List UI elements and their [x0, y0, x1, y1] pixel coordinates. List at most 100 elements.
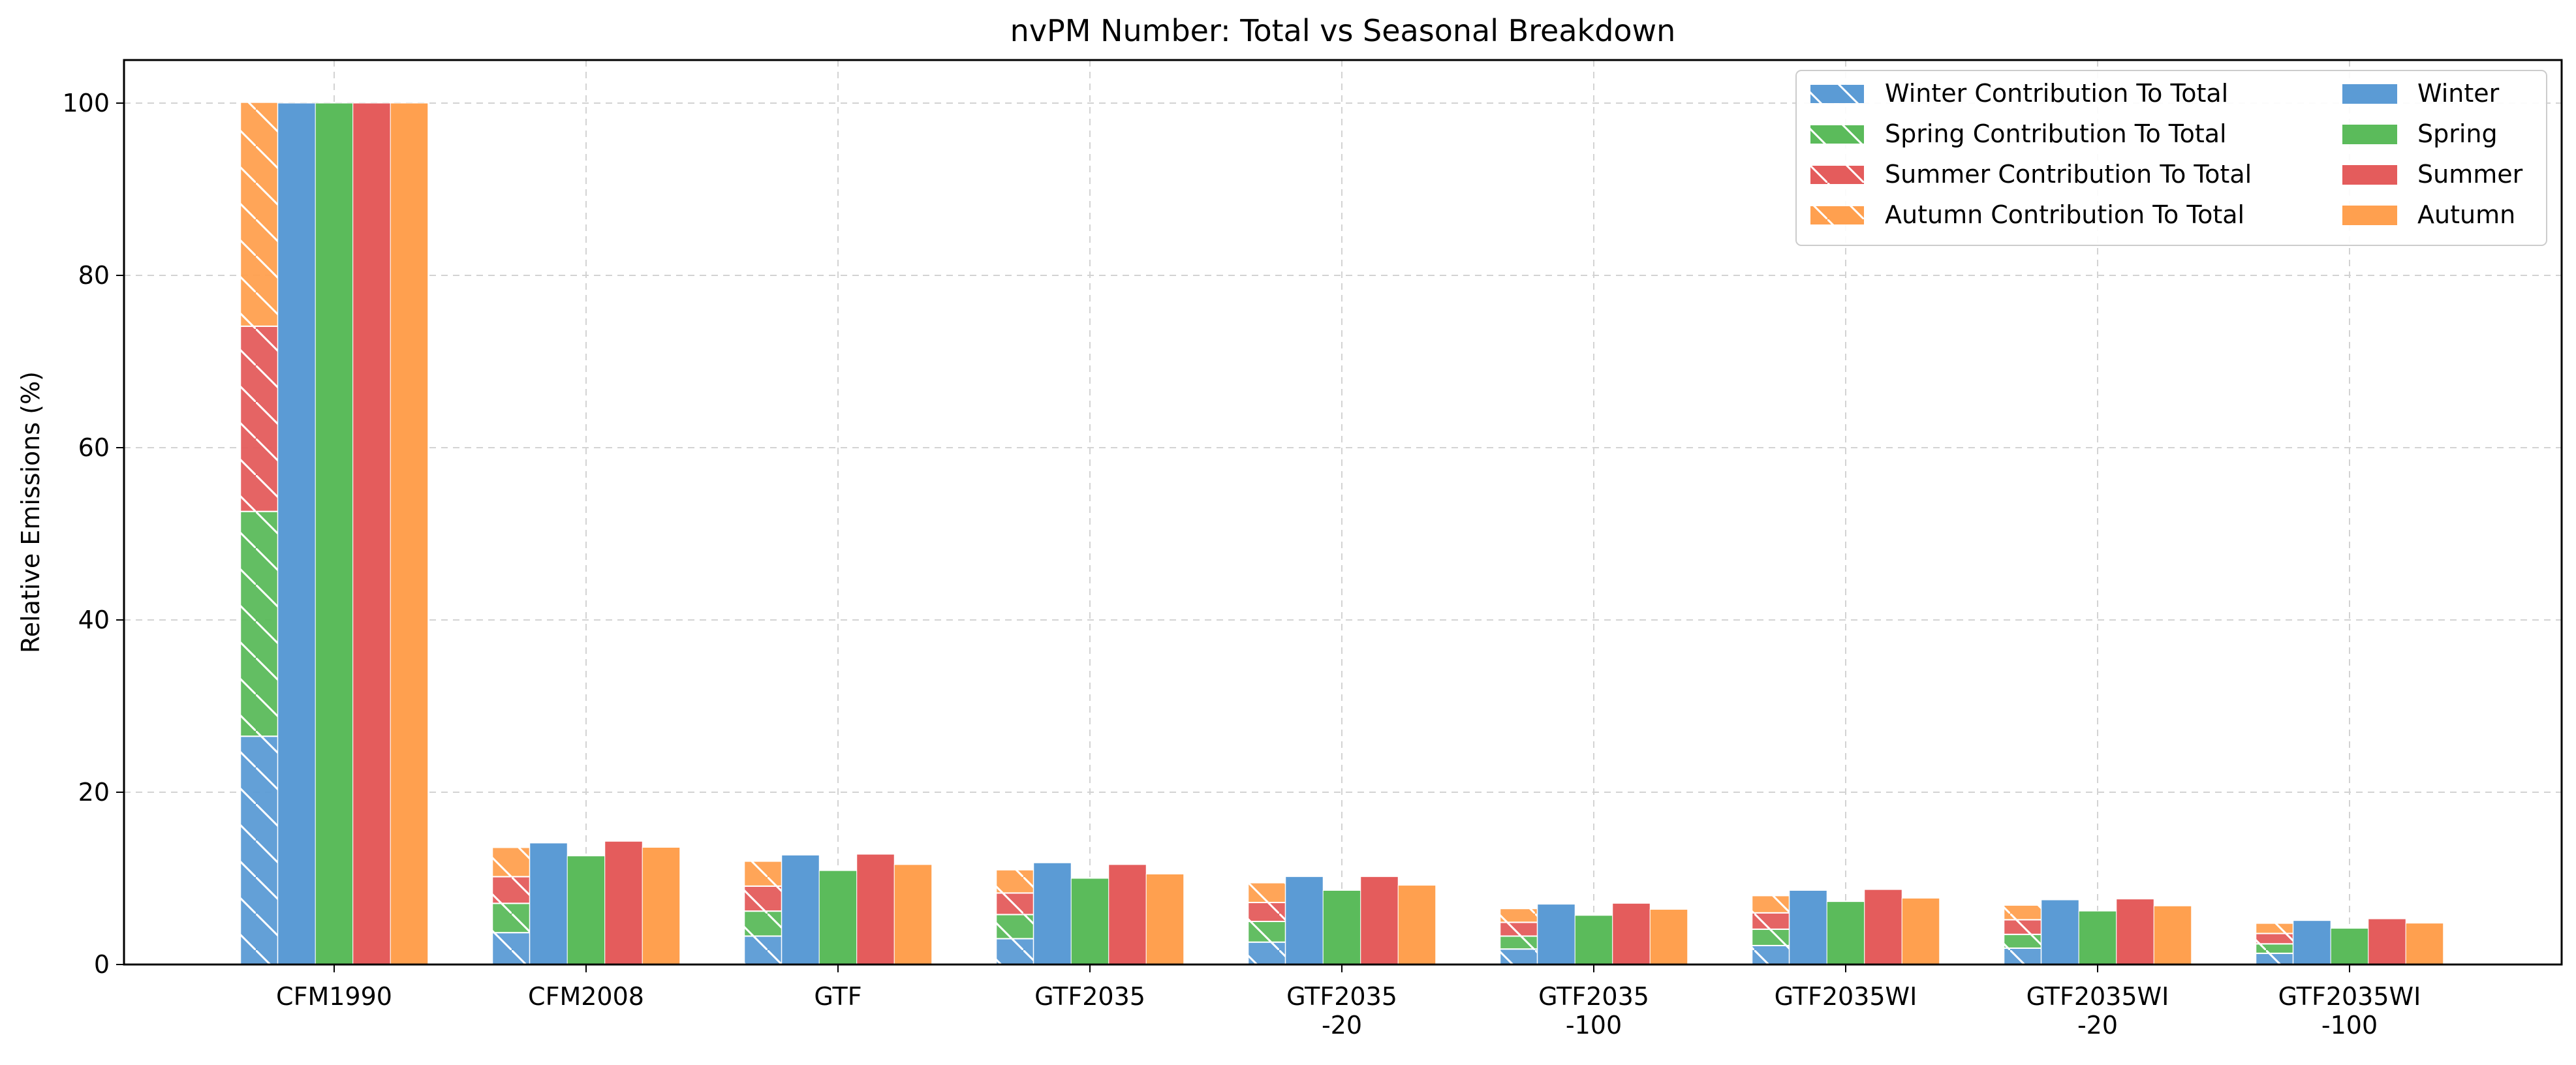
- y-tick-label: 40: [78, 606, 110, 634]
- legend-swatch-hatch: [1810, 125, 1864, 144]
- legend-box: [1795, 70, 2547, 246]
- season-bar: [642, 846, 681, 965]
- stacked-bar-hatch: [744, 911, 782, 936]
- stacked-bar-hatch: [996, 869, 1034, 893]
- x-tick-label: GTF2035WI -100: [2278, 982, 2421, 1040]
- stacked-bar-hatch: [2004, 919, 2041, 934]
- season-bar: [1397, 885, 1436, 965]
- season-bar: [1574, 915, 1613, 965]
- stacked-bar-hatch: [2256, 944, 2293, 953]
- season-bar: [2293, 920, 2331, 965]
- legend-label: Summer: [2417, 160, 2523, 189]
- stacked-bar-hatch: [2004, 948, 2041, 965]
- stacked-bar-hatch: [492, 933, 530, 965]
- season-bar: [1612, 903, 1651, 965]
- legend-swatch: [2342, 206, 2397, 225]
- stacked-bar-hatch: [240, 326, 278, 512]
- season-bar: [781, 854, 820, 965]
- stacked-bar-hatch: [1248, 942, 1286, 965]
- stacked-bar-hatch: [1752, 895, 1790, 913]
- stacked-bar-hatch: [2004, 934, 2041, 948]
- season-bar: [856, 854, 895, 965]
- legend-swatch-hatch: [1810, 166, 1864, 184]
- stacked-bar-hatch: [996, 938, 1034, 965]
- stacked-bar-hatch: [1500, 936, 1538, 949]
- stacked-bar-hatch: [240, 102, 278, 326]
- season-bar: [1537, 904, 1575, 965]
- stacked-bar-hatch: [1500, 922, 1538, 936]
- season-bar: [1826, 901, 1865, 965]
- legend-label: Winter Contribution To Total: [1885, 79, 2228, 108]
- stacked-bar-hatch: [744, 936, 782, 965]
- legend-label: Winter: [2417, 79, 2500, 108]
- y-tick-label: 0: [94, 950, 110, 979]
- season-bar: [1789, 889, 1827, 965]
- x-tick-label: GTF2035WI -20: [2026, 982, 2169, 1040]
- x-tick-label: CFM2008: [528, 982, 644, 1011]
- season-bar: [2330, 928, 2369, 965]
- season-bar: [566, 856, 606, 965]
- season-bar: [1070, 878, 1110, 965]
- stacked-bar-hatch: [1752, 945, 1790, 965]
- x-tick-label: GTF2035: [1034, 982, 1145, 1011]
- legend-swatch: [2342, 165, 2397, 185]
- season-bar: [2078, 910, 2117, 965]
- bars-layer: [240, 101, 2444, 966]
- stacked-bar-hatch: [2256, 933, 2293, 944]
- season-bar: [1360, 876, 1399, 965]
- legend-label: Spring Contribution To Total: [1885, 119, 2227, 148]
- season-bar: [818, 870, 858, 965]
- grid-layer: [124, 60, 2562, 965]
- stacked-bar-hatch: [2004, 904, 2041, 920]
- legend-label: Autumn Contribution To Total: [1885, 200, 2244, 229]
- x-tick-label: CFM1990: [276, 982, 392, 1011]
- season-bar: [893, 864, 933, 965]
- stacked-bar-hatch: [744, 861, 782, 886]
- x-tick-label: GTF2035 -100: [1538, 982, 1649, 1040]
- season-bar: [1033, 862, 1072, 965]
- chart-title: nvPM Number: Total vs Seasonal Breakdown: [1010, 13, 1676, 48]
- season-bar: [2116, 899, 2154, 965]
- legend-swatch: [2342, 84, 2397, 104]
- y-tick-label: 60: [78, 433, 110, 462]
- stacked-bar-hatch: [2256, 923, 2293, 934]
- season-bar: [277, 102, 316, 965]
- season-bar: [315, 102, 354, 965]
- legend-label: Spring: [2417, 119, 2498, 148]
- stacked-bar-hatch: [996, 893, 1034, 915]
- x-tick-label: GTF: [814, 982, 861, 1011]
- x-tick-label: GTF2035WI: [1775, 982, 1917, 1011]
- stacked-bar-hatch: [240, 511, 278, 737]
- season-bar: [604, 841, 643, 965]
- stacked-bar-hatch: [744, 886, 782, 912]
- season-bar: [2368, 918, 2406, 965]
- season-bar: [1322, 889, 1361, 965]
- stacked-bar-hatch: [1752, 929, 1790, 946]
- stacked-bar-hatch: [492, 903, 530, 933]
- y-tick-label: 80: [78, 261, 110, 290]
- season-bar: [1285, 876, 1324, 965]
- stacked-bar-hatch: [492, 847, 530, 877]
- season-bar: [1864, 889, 1902, 965]
- season-bar: [352, 102, 391, 965]
- season-bar: [1649, 909, 1688, 965]
- legend-label: Autumn: [2417, 200, 2515, 229]
- stacked-bar-hatch: [1248, 921, 1286, 942]
- legend-swatch-hatch: [1810, 206, 1864, 224]
- season-bar: [2153, 905, 2192, 965]
- y-axis-label: Relative Emissions (%): [16, 371, 45, 653]
- season-bar: [529, 842, 568, 965]
- legend-swatch: [2342, 125, 2397, 144]
- stacked-bar-hatch: [1752, 912, 1790, 929]
- axis-layer: 0 20 40 60 80 100 CFM1990 CFM2008 GTF GTF2035 GTF2…: [62, 89, 2421, 1040]
- legend: Winter Contribution To Total Spring Contr…: [1795, 70, 2547, 246]
- season-bar: [2405, 923, 2444, 965]
- legend-swatch-hatch: [1810, 85, 1864, 103]
- stacked-bar-hatch: [1500, 949, 1538, 965]
- legend-label: Summer Contribution To Total: [1885, 160, 2252, 189]
- season-bar: [1901, 897, 1940, 965]
- season-bar: [1108, 864, 1147, 965]
- season-bar: [1145, 873, 1185, 965]
